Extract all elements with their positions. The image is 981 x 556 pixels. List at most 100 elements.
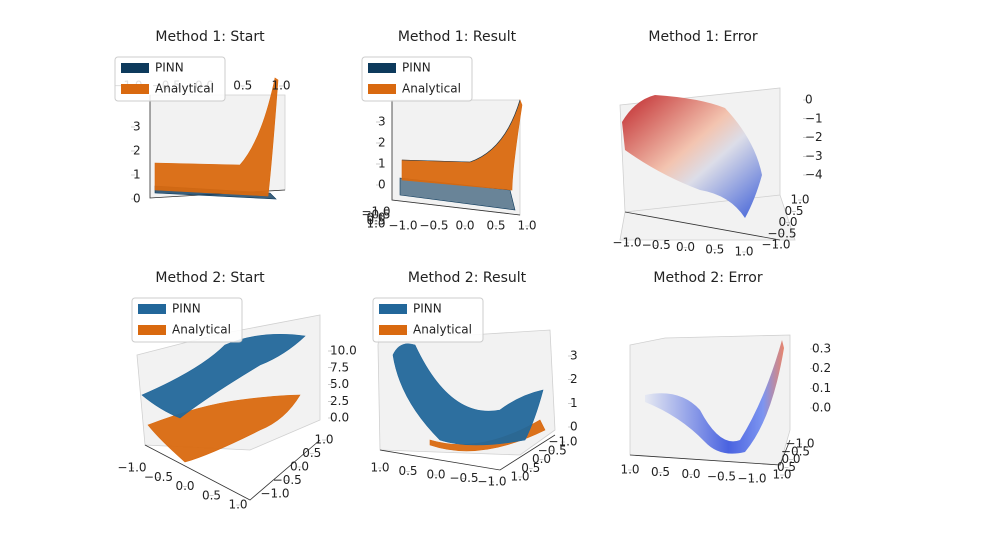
y-tick-label: 0.0	[532, 452, 551, 466]
x-tick-label: 0.5	[486, 219, 505, 233]
z-tick-label: 2	[570, 372, 578, 386]
legend-swatch	[138, 304, 166, 314]
x-tick-label: −1.0	[612, 236, 641, 250]
x-tick-label: 1.0	[370, 461, 389, 475]
surface	[154, 77, 279, 197]
z-tick-label: 0.0	[330, 411, 349, 425]
legend-label: Analytical	[402, 82, 461, 96]
z-tick-label: 0	[378, 178, 386, 192]
legend-swatch	[121, 63, 149, 73]
z-tick-label: 1	[378, 157, 386, 171]
x-tick-label: 0.0	[175, 479, 194, 493]
legend-swatch	[379, 325, 407, 335]
chart-title: Method 2: Result	[408, 270, 527, 286]
z-tick-label: 0	[133, 192, 141, 206]
y-tick-label: 0.5	[366, 214, 385, 228]
y-tick-label: 1.0	[772, 468, 791, 482]
error-surface	[645, 340, 784, 454]
y-tick-label: −0.5	[361, 208, 390, 222]
x-tick-label: 1.0	[271, 79, 290, 93]
z-tick-label: 5.0	[330, 377, 349, 391]
x-tick-label: 0.5	[233, 79, 252, 93]
legend-swatch	[121, 84, 149, 94]
z-tick-label: 2	[133, 144, 141, 158]
x-tick-label: −1.0	[737, 472, 766, 486]
x-tick-label: −0.5	[144, 470, 173, 484]
z-tick-label: −3	[805, 149, 823, 163]
x-tick-label: 0.0	[676, 240, 695, 254]
x-tick-label: −0.5	[642, 238, 671, 252]
z-tick-label: 7.5	[330, 360, 349, 374]
surface	[392, 343, 544, 446]
z-tick-label: 3	[378, 115, 386, 129]
legend-swatch	[368, 63, 396, 73]
chart-title: Method 1: Error	[648, 29, 757, 45]
legend-label: PINN	[155, 61, 184, 75]
error-surfaces	[622, 95, 784, 454]
surface	[141, 333, 306, 419]
error-surface	[622, 95, 762, 218]
y-tick-label: 0.0	[778, 215, 797, 229]
y-tick-label: 0.5	[302, 446, 321, 460]
x-tick-label: 1.0	[517, 219, 536, 233]
z-tick-label: 0.2	[812, 361, 831, 375]
x-tick-label: 0.5	[398, 464, 417, 478]
z-tick-label: −2	[805, 130, 823, 144]
y-tick-label: 0.0	[366, 211, 385, 225]
axis-edges	[144, 95, 791, 501]
x-tick-label: 1.0	[620, 463, 639, 477]
y-tick-label: 0.0	[781, 452, 800, 466]
surface	[401, 99, 521, 163]
x-tick-label: 0.0	[426, 468, 445, 482]
surface	[147, 394, 301, 463]
chart-title: Method 1: Start	[155, 29, 265, 45]
z-tick-label: 0.0	[812, 401, 831, 415]
y-tick-label: −0.5	[767, 226, 796, 240]
z-tick-label: 10.0	[330, 344, 357, 358]
legend-swatch	[379, 304, 407, 314]
z-tick-label: 3	[133, 120, 141, 134]
y-tick-label: −1.0	[548, 435, 577, 449]
legend-label: PINN	[413, 302, 442, 316]
x-tick-label: 0.5	[202, 488, 221, 502]
z-tick-label: 0	[805, 93, 813, 107]
chart-title: Method 2: Error	[653, 270, 762, 286]
z-tick-label: 0	[570, 420, 578, 434]
legend-swatch	[138, 325, 166, 335]
y-tick-label: 1.0	[790, 193, 809, 207]
y-tick-label: 0.0	[290, 460, 309, 474]
y-tick-label: −1.0	[260, 487, 289, 501]
y-tick-label: −1.0	[761, 238, 790, 252]
chart-title: Method 2: Start	[155, 270, 265, 286]
z-tick-label: 0.3	[812, 342, 831, 356]
x-tick-label: 0.5	[705, 242, 724, 256]
z-tick-label: 3	[570, 349, 578, 363]
y-tick-label: 0.5	[777, 460, 796, 474]
z-tick-label: 2	[378, 136, 386, 150]
z-tick-label: −1	[805, 111, 823, 125]
plots: Method 1: Start−1.0−0.50.00.51.00123PINN…	[113, 29, 831, 512]
x-tick-label: 1.0	[228, 498, 247, 512]
x-tick-label: −0.5	[449, 471, 478, 485]
y-tick-label: 0.5	[784, 204, 803, 218]
y-tick-label: 0.5	[521, 461, 540, 475]
legend-swatch	[368, 84, 396, 94]
x-tick-label: −0.5	[707, 469, 736, 483]
y-tick-label: −0.5	[538, 443, 567, 457]
z-tick-label: 1	[570, 396, 578, 410]
y-tick-label: −0.5	[781, 444, 810, 458]
x-tick-label: 0.0	[681, 467, 700, 481]
z-tick-label: 2.5	[330, 394, 349, 408]
legend-label: Analytical	[172, 323, 231, 337]
x-tick-label: −1.0	[388, 219, 417, 233]
x-tick-label: −1.0	[117, 461, 146, 475]
x-tick-label: 1.0	[734, 245, 753, 259]
y-tick-label: −1.0	[785, 437, 814, 451]
legend-label: Analytical	[155, 82, 214, 96]
y-tick-label: 1.0	[366, 217, 385, 231]
z-tick-label: 1	[133, 168, 141, 182]
y-tick-label: −1.0	[361, 205, 390, 219]
z-tick-label: 0.1	[812, 381, 831, 395]
x-tick-label: −1.0	[477, 475, 506, 489]
